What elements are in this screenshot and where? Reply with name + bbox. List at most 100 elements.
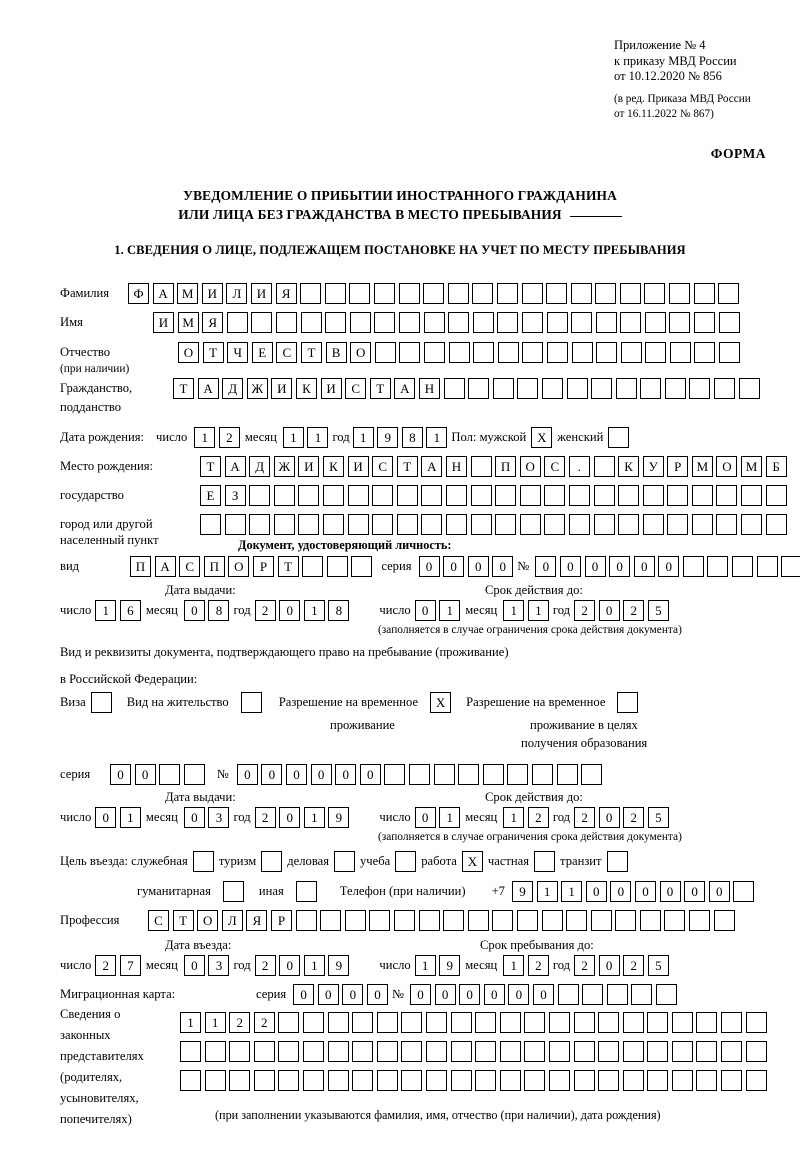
char-cell[interactable]: Т xyxy=(202,342,224,363)
char-cell[interactable]: И xyxy=(347,456,369,477)
char-cell[interactable]: 0 xyxy=(634,881,656,902)
char-cell[interactable]: Н xyxy=(445,456,467,477)
char-cell[interactable]: 0 xyxy=(409,984,431,1005)
char-cell[interactable] xyxy=(443,378,465,399)
char-cell[interactable] xyxy=(470,514,492,535)
char-cell[interactable]: 0 xyxy=(293,984,315,1005)
digit-cell[interactable]: 5 xyxy=(647,807,669,828)
digit-cell[interactable]: 3 xyxy=(208,955,230,976)
char-cell[interactable] xyxy=(745,1070,767,1091)
char-cell[interactable] xyxy=(298,514,320,535)
digit-cell[interactable]: 0 xyxy=(95,807,117,828)
char-cell[interactable] xyxy=(445,485,467,506)
char-cell[interactable] xyxy=(642,514,664,535)
char-cell[interactable]: Я xyxy=(275,283,297,304)
digit-cell[interactable]: 1 xyxy=(303,807,325,828)
char-cell[interactable] xyxy=(298,485,320,506)
char-cell[interactable] xyxy=(369,910,391,931)
char-cell[interactable] xyxy=(421,485,443,506)
char-cell[interactable] xyxy=(631,984,653,1005)
char-cell[interactable]: 0 xyxy=(658,556,680,577)
char-cell[interactable] xyxy=(765,485,787,506)
char-cell[interactable]: А xyxy=(197,378,219,399)
char-cell[interactable] xyxy=(229,1070,251,1091)
char-cell[interactable]: 0 xyxy=(342,984,364,1005)
char-cell[interactable]: 0 xyxy=(492,556,514,577)
char-cell[interactable] xyxy=(204,1041,226,1062)
char-cell[interactable] xyxy=(399,342,421,363)
char-cell[interactable] xyxy=(644,283,666,304)
char-cell[interactable] xyxy=(499,1070,521,1091)
char-cell[interactable] xyxy=(470,485,492,506)
checkbox-sex-male[interactable]: X xyxy=(531,427,553,448)
char-cell[interactable] xyxy=(425,1012,447,1033)
char-cell[interactable] xyxy=(373,283,395,304)
digit-cell[interactable]: 1 xyxy=(426,427,448,448)
char-cell[interactable]: Т xyxy=(173,378,194,399)
char-cell[interactable] xyxy=(546,312,568,333)
char-cell[interactable]: 9 xyxy=(511,881,533,902)
char-cell[interactable] xyxy=(618,485,640,506)
char-cell[interactable] xyxy=(445,514,467,535)
digit-cell[interactable]: 0 xyxy=(598,807,620,828)
char-cell[interactable]: О xyxy=(350,342,372,363)
char-cell[interactable] xyxy=(781,556,800,577)
char-cell[interactable]: С xyxy=(148,910,169,931)
char-cell[interactable]: 0 xyxy=(434,984,456,1005)
char-cell[interactable] xyxy=(639,910,661,931)
checkbox-purpose-private[interactable] xyxy=(534,851,556,872)
char-cell[interactable] xyxy=(566,378,588,399)
char-cell[interactable] xyxy=(273,514,295,535)
char-cell[interactable] xyxy=(393,910,415,931)
char-cell[interactable]: Ч xyxy=(227,342,249,363)
char-cell[interactable] xyxy=(458,764,480,785)
char-cell[interactable] xyxy=(573,1070,595,1091)
char-cell[interactable] xyxy=(349,283,371,304)
char-cell[interactable]: Л xyxy=(221,910,243,931)
char-cell[interactable]: П xyxy=(495,456,517,477)
char-cell[interactable]: С xyxy=(179,556,201,577)
char-cell[interactable] xyxy=(622,1012,644,1033)
char-cell[interactable] xyxy=(581,764,603,785)
char-cell[interactable] xyxy=(573,1012,595,1033)
char-cell[interactable]: Т xyxy=(200,456,221,477)
char-cell[interactable]: Н xyxy=(418,378,440,399)
char-cell[interactable]: Ж xyxy=(273,456,295,477)
digit-cell[interactable]: 0 xyxy=(598,600,620,621)
char-cell[interactable] xyxy=(620,342,642,363)
char-cell[interactable] xyxy=(473,342,495,363)
char-cell[interactable] xyxy=(694,312,716,333)
char-cell[interactable] xyxy=(541,910,563,931)
char-cell[interactable] xyxy=(497,342,519,363)
digit-cell[interactable]: 5 xyxy=(647,955,669,976)
char-cell[interactable] xyxy=(384,764,406,785)
char-cell[interactable]: Т xyxy=(172,910,194,931)
char-cell[interactable] xyxy=(447,283,469,304)
char-cell[interactable] xyxy=(253,1070,275,1091)
char-cell[interactable]: С xyxy=(345,378,367,399)
char-cell[interactable] xyxy=(249,485,271,506)
digit-cell[interactable]: 8 xyxy=(401,427,423,448)
char-cell[interactable] xyxy=(642,485,664,506)
char-cell[interactable] xyxy=(472,283,494,304)
char-cell[interactable] xyxy=(756,556,778,577)
char-cell[interactable]: Ф xyxy=(128,283,149,304)
checkbox-visa[interactable] xyxy=(90,692,112,713)
char-cell[interactable]: 0 xyxy=(610,881,632,902)
char-cell[interactable] xyxy=(376,1012,398,1033)
char-cell[interactable] xyxy=(548,1041,570,1062)
char-cell[interactable]: З xyxy=(224,485,246,506)
char-cell[interactable] xyxy=(326,556,348,577)
char-cell[interactable] xyxy=(467,910,489,931)
